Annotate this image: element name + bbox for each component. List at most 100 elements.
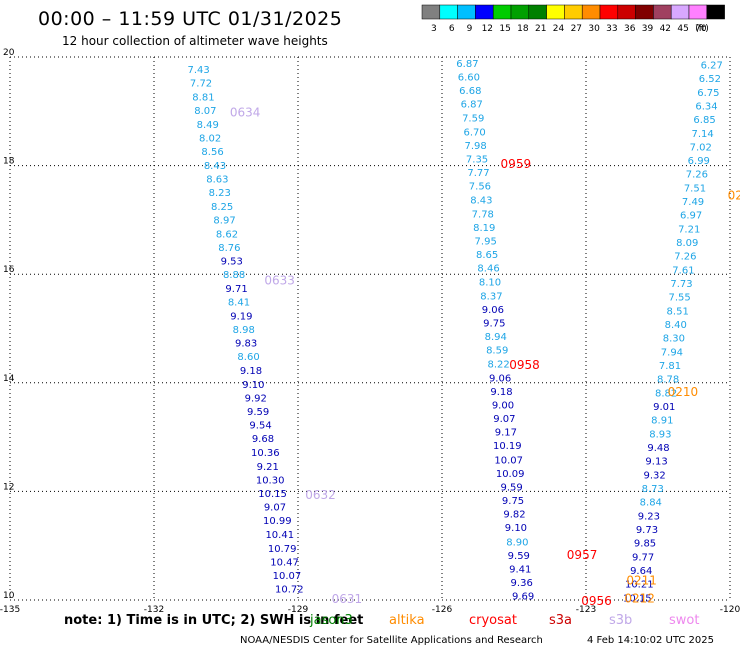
wave-height-point: 9.77 (632, 553, 654, 564)
legend-swatch (564, 4, 583, 20)
wave-height-point: 7.02 (690, 143, 712, 154)
wave-height-point: 10.09 (496, 469, 525, 480)
legend-tick-label: 18 (517, 24, 529, 34)
wave-height-point: 7.77 (467, 168, 489, 179)
wave-height-point: 10.72 (275, 585, 304, 596)
wave-height-point: 6.60 (458, 73, 480, 84)
wave-height-point: 9.01 (653, 402, 675, 413)
pass-time-label: 0632 (305, 488, 336, 502)
wave-height-point: 9.69 (512, 592, 534, 603)
wave-height-point: 7.51 (684, 183, 706, 194)
wave-height-point: 6.75 (697, 88, 719, 99)
wave-height-point: 8.82 (655, 389, 677, 400)
pass-time-label: 0211 (626, 573, 657, 587)
legend-tick-label: 70 (695, 24, 707, 34)
legend-tick-label: 36 (624, 24, 636, 34)
legend-swatch (706, 4, 725, 20)
wave-height-point: 10.36 (251, 448, 280, 459)
grid (9, 56, 731, 601)
wave-height-point: 10.99 (263, 516, 292, 527)
legend-swatch (439, 4, 458, 20)
wave-height-point: 8.60 (237, 352, 259, 363)
legend-tick-label: 45 (677, 24, 688, 34)
legend-tick-label: 27 (571, 24, 582, 34)
pass-time-label: 0957 (567, 548, 598, 562)
wave-height-point: 9.75 (502, 496, 524, 507)
wave-height-point: 8.76 (218, 243, 240, 254)
wave-height-point: 8.49 (197, 120, 219, 131)
wave-height-point: 8.30 (663, 334, 685, 345)
wave-height-point: 10.15 (623, 593, 652, 604)
wave-height-point: 9.06 (482, 305, 504, 316)
wave-height-point: 6.52 (699, 74, 721, 85)
wave-height-point: 9.10 (505, 523, 527, 534)
satellite-s3a: s3a (549, 613, 573, 628)
wave-height-point: 9.71 (225, 284, 247, 295)
wave-height-point: 10.07 (494, 455, 523, 466)
wave-height-point: 8.51 (667, 307, 689, 318)
wave-height-point: 9.54 (249, 421, 271, 432)
wave-height-point: 8.63 (206, 175, 228, 186)
x-tick-label: -123 (576, 605, 596, 615)
wave-height-point: 6.87 (461, 100, 483, 111)
wave-height-values: 7.43 7.72 8.81 8.07 8.49 8.02 8.56 8.43 8.63 8.23… (188, 59, 723, 604)
wave-height-point: 8.02 (199, 133, 221, 144)
wave-height-point: 8.62 (216, 229, 238, 240)
wave-height-point: 9.07 (264, 503, 286, 514)
legend-tick-label: 21 (535, 24, 546, 34)
wave-height-point: 9.07 (493, 414, 515, 425)
satellite-altika: altika (389, 613, 425, 628)
wave-height-point: 7.35 (466, 155, 488, 166)
chart-subtitle: 12 hour collection of altimeter wave hei… (62, 34, 328, 48)
wave-height-point: 7.49 (682, 197, 704, 208)
wave-height-point: 8.09 (676, 238, 698, 249)
legend-tick-label: 42 (660, 24, 671, 34)
wave-height-point: 10.15 (258, 489, 287, 500)
wave-height-point: 6.99 (688, 156, 710, 167)
wave-height-point: 6.85 (693, 115, 715, 126)
wave-height-point: 6.34 (695, 101, 717, 112)
legend-swatch (421, 4, 441, 20)
wave-height-point: 7.59 (462, 113, 484, 124)
wave-height-point: 7.26 (686, 170, 708, 181)
wave-height-point: 9.21 (257, 462, 279, 473)
legend-tick-label: 33 (606, 24, 617, 34)
legend-swatch (653, 4, 672, 20)
wave-height-point: 9.82 (503, 510, 525, 521)
pass-time-label: 0956 (581, 594, 612, 608)
pass-time-label: 0633 (264, 274, 295, 288)
wave-height-point: 6.87 (456, 59, 478, 70)
legend-swatch (670, 4, 690, 20)
wave-height-point: 7.94 (661, 347, 683, 358)
wave-height-point: 10.47 (270, 557, 299, 568)
wave-height-point: 9.41 (509, 565, 531, 576)
pass-time-label: 0958 (509, 358, 540, 372)
legend-swatch (510, 4, 530, 20)
x-tick-label: -120 (720, 605, 740, 615)
wave-height-point: 8.19 (473, 223, 495, 234)
wave-height-point: 7.98 (464, 141, 486, 152)
wave-height-point: 9.75 (483, 319, 505, 330)
legend-tick-label: 9 (467, 24, 473, 34)
wave-height-point: 8.23 (209, 188, 231, 199)
wave-height-point: 8.10 (479, 277, 501, 288)
wave-height-point: 9.18 (490, 387, 512, 398)
wave-height-point: 8.41 (228, 297, 250, 308)
legend-tick-label: 3 (431, 24, 437, 34)
x-tick-label: -132 (144, 605, 164, 615)
legend-tick-label: 30 (588, 24, 600, 34)
wave-height-point: 9.85 (634, 538, 656, 549)
pass-time-label: 0959 (501, 157, 532, 171)
legend-tick-label: 15 (499, 24, 510, 34)
wave-height-point: 9.68 (252, 434, 274, 445)
y-tick-label: 12 (3, 482, 14, 492)
wave-height-point: 9.13 (645, 456, 667, 467)
footer-note: note: 1) Time is in UTC; 2) SWH is in fe… (64, 613, 364, 628)
y-tick-label: 14 (3, 374, 15, 384)
wave-height-point: 8.25 (211, 202, 233, 213)
satellite-s3b: s3b (609, 613, 633, 628)
chart-title: 00:00 – 11:59 UTC 01/31/2025 (38, 8, 343, 30)
wave-height-point: 6.70 (464, 127, 486, 138)
wave-height-point: 9.23 (638, 511, 660, 522)
legend-tick-label: 12 (482, 24, 493, 34)
